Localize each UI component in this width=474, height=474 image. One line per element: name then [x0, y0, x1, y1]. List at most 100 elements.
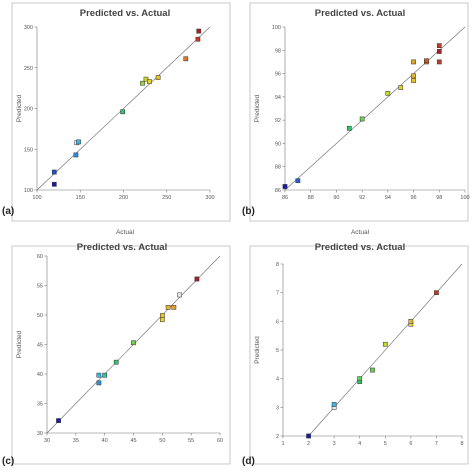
y-tick-label: 96 [275, 72, 281, 78]
data-point [143, 76, 149, 82]
chart-title: Predicted vs. Actual [77, 242, 167, 253]
data-point [436, 59, 442, 65]
y-tick-label: 300 [24, 25, 33, 31]
data-point [306, 433, 311, 439]
identity-line [308, 263, 463, 437]
y-tick-label: 100 [24, 188, 33, 194]
y-tick-label: 92 [275, 118, 281, 124]
data-point [370, 367, 375, 373]
x-axis-label: Actual [351, 229, 370, 236]
y-tick-label: 100 [272, 25, 281, 31]
y-tick-label: 86 [275, 188, 281, 194]
y-tick-label: 45 [37, 343, 43, 349]
data-point [183, 56, 189, 62]
data-point [96, 380, 102, 386]
chart-title: Predicted vs. Actual [80, 8, 170, 19]
y-axis-label: Predicted [254, 336, 261, 364]
chart-title: Predicted vs. Actual [315, 242, 405, 253]
x-axis-label: Actual [116, 229, 135, 236]
data-point [96, 372, 102, 378]
y-tick-label: 40 [37, 372, 43, 378]
data-point [113, 359, 119, 365]
x-tick-label: 35 [73, 438, 79, 444]
data-point [411, 73, 416, 79]
y-tick-label: 55 [37, 284, 43, 290]
chart-panel-2: Predicted vs. Actual 86 88 90 92 94 96 98 100 86 8… [242, 2, 470, 236]
panel-label: (c) [2, 456, 14, 467]
identity-line [284, 26, 466, 191]
y-tick-label: 3 [276, 405, 279, 411]
panel-frame [249, 2, 469, 222]
x-tick-label: 2 [307, 441, 310, 447]
data-point [295, 178, 301, 184]
y-tick-label: 90 [275, 141, 281, 147]
x-tick-label: 90 [333, 195, 339, 201]
y-axis-label: Predicted [16, 94, 23, 122]
data-point [195, 36, 201, 42]
data-point [140, 80, 145, 86]
x-tick-label: 150 [76, 195, 85, 201]
data-point [165, 304, 171, 310]
y-tick-label: 4 [276, 377, 279, 383]
chart-panel-3: Predicted vs. Actual 30 35 40 45 50 55 60 30 35 40… [2, 242, 231, 467]
data-point [76, 139, 81, 145]
data-point [398, 85, 404, 90]
x-tick-label: 40 [102, 438, 108, 444]
chart-panel-1: Predicted vs. Actual 100 150 200 250 300 100 15… [2, 2, 231, 236]
data-point [196, 28, 202, 34]
x-tick-label: 200 [119, 195, 128, 201]
x-tick-label: 250 [162, 195, 171, 201]
y-tick-label: 94 [275, 95, 281, 101]
data-point [424, 58, 429, 64]
panel-frame [11, 245, 231, 465]
data-point [382, 341, 388, 347]
x-tick-label: 94 [385, 195, 391, 201]
data-point [408, 318, 414, 324]
data-point [73, 152, 79, 158]
x-tick-label: 50 [159, 438, 165, 444]
data-point [51, 181, 57, 187]
panel-label: (b) [242, 206, 255, 217]
y-tick-label: 60 [37, 254, 43, 260]
y-tick-label: 6 [276, 319, 279, 325]
panel-label: (d) [242, 456, 255, 467]
data-point [385, 91, 391, 96]
data-point [177, 292, 182, 298]
data-point [434, 290, 439, 296]
y-tick-label: 50 [37, 313, 43, 319]
panel-frame [249, 245, 469, 465]
x-tick-label: 45 [130, 438, 136, 444]
y-tick-label: 250 [24, 66, 33, 72]
data-point [51, 169, 57, 175]
x-tick-label: 300 [205, 195, 214, 201]
y-tick-label: 5 [276, 348, 279, 354]
y-axis-label: Predicted [16, 330, 23, 358]
x-tick-label: 92 [359, 195, 365, 201]
x-tick-label: 30 [44, 438, 50, 444]
x-tick-label: 8 [460, 441, 463, 447]
data-point [331, 402, 337, 407]
y-tick-label: 2 [276, 434, 279, 440]
data-point [194, 276, 200, 282]
data-point [56, 418, 61, 423]
x-tick-label: 55 [188, 438, 194, 444]
y-axis-label: Predicted [254, 94, 261, 122]
data-point [131, 340, 136, 346]
data-point [359, 116, 365, 122]
y-tick-label: 200 [24, 107, 33, 113]
x-tick-label: 7 [435, 441, 438, 447]
data-point [282, 184, 288, 189]
data-point [147, 79, 152, 84]
y-tick-label: 30 [37, 431, 43, 437]
x-tick-label: 3 [333, 441, 336, 447]
data-point [346, 125, 352, 131]
x-tick-label: 86 [282, 195, 288, 201]
x-tick-label: 5 [384, 441, 387, 447]
data-point [436, 49, 442, 54]
x-tick-label: 100 [32, 195, 41, 201]
data-point [155, 75, 161, 80]
x-tick-label: 100 [460, 195, 469, 201]
y-tick-label: 88 [275, 165, 281, 171]
